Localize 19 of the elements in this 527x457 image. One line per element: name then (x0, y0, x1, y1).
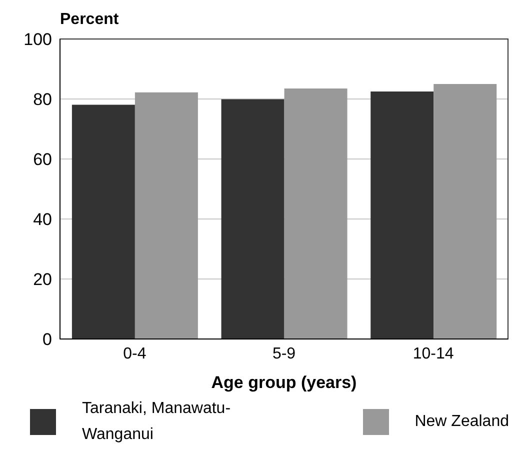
y-axis-title: Percent (60, 11, 119, 29)
x-axis-title: Age group (years) (211, 373, 357, 392)
x-tick-label: 5-9 (272, 345, 296, 362)
x-tick-label: 10-14 (412, 345, 454, 362)
legend-label: New Zealand (414, 412, 509, 432)
bar (370, 92, 434, 339)
legend-label: Taranaki, Manawatu-Wanganui (82, 399, 232, 445)
x-tick-label: 0-4 (123, 345, 146, 362)
bar (221, 99, 284, 339)
y-tick-label: 40 (33, 210, 52, 230)
bar (284, 88, 348, 339)
y-tick-label: 0 (42, 330, 52, 350)
y-tick-label: 20 (33, 270, 52, 290)
bar (434, 84, 497, 339)
y-tick-label: 100 (24, 30, 52, 50)
y-tick-label: 80 (33, 90, 52, 110)
bar (72, 104, 135, 339)
bar (134, 92, 198, 339)
y-tick-label: 60 (33, 150, 52, 170)
